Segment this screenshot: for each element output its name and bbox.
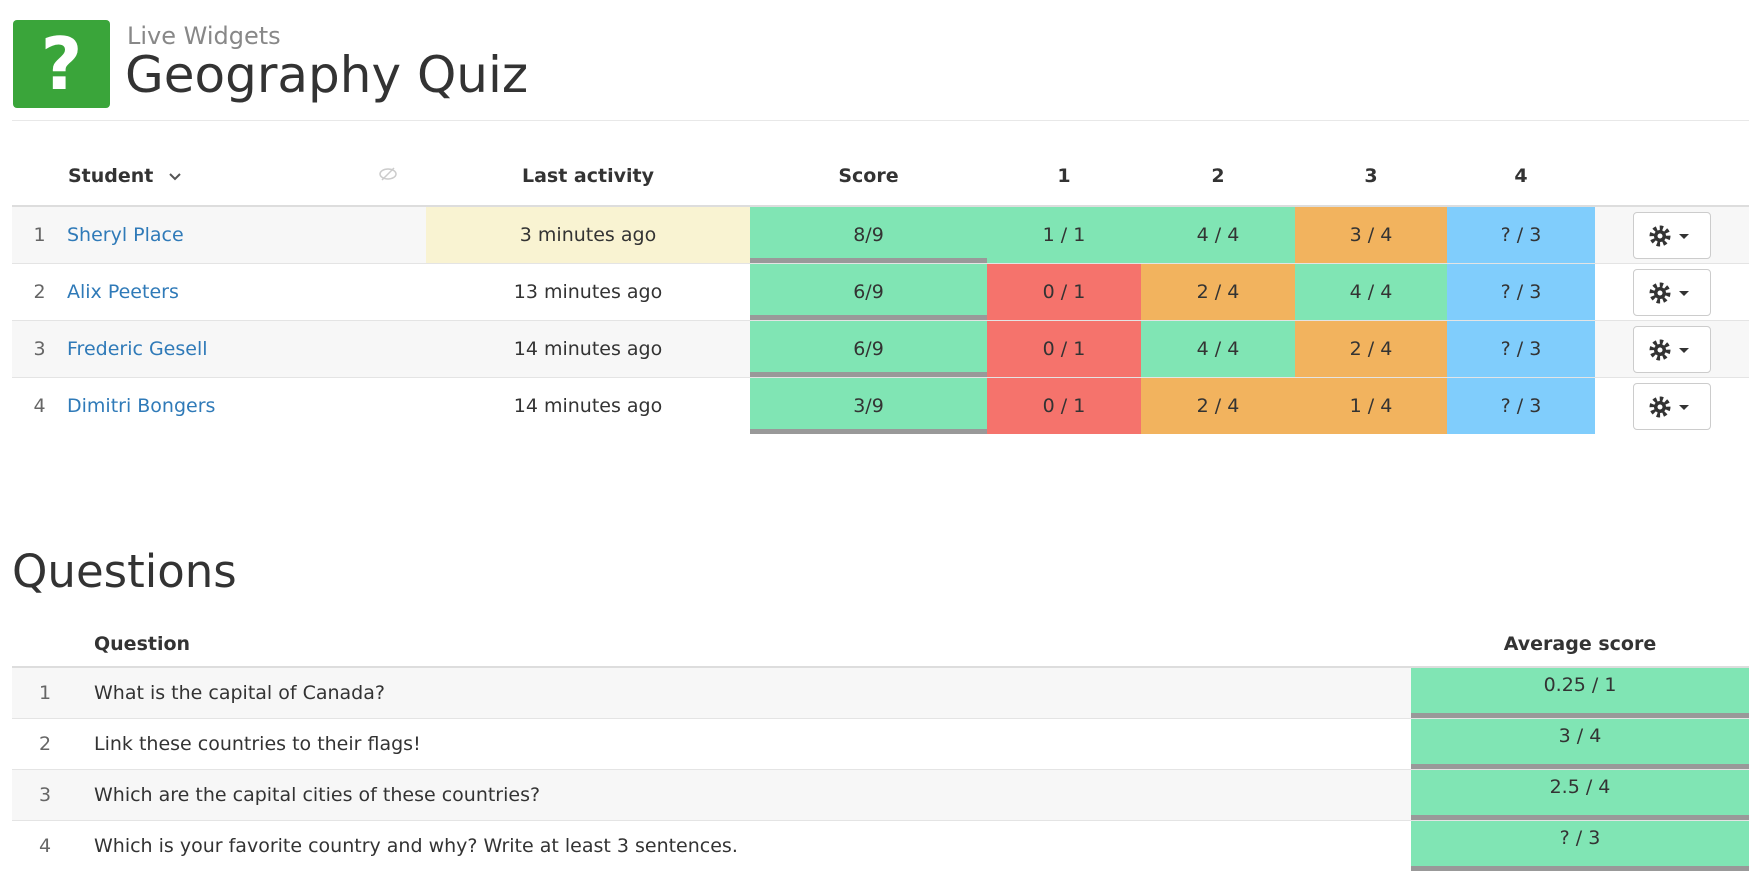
score-cell: 6/9 (750, 320, 987, 378)
student-name[interactable]: Frederic Gesell (67, 320, 426, 378)
gear-icon (1649, 339, 1689, 360)
answer-cell: 4 / 4 (1141, 320, 1295, 378)
answer-cell: 0 / 1 (987, 377, 1141, 434)
app-icon: ? (13, 20, 110, 108)
column-header[interactable]: Student (67, 146, 426, 207)
answer-cell: ? / 3 (1447, 263, 1595, 321)
row-index: 2 (12, 718, 78, 770)
column-header: Average score (1411, 622, 1749, 668)
sort-icon (169, 172, 181, 180)
actions-cell (1595, 320, 1749, 378)
column-header: 1 (987, 146, 1141, 207)
question-row: 1 What is the capital of Canada? 0.25 / 1 (12, 666, 1749, 719)
question-text: Which is your favorite country and why? … (78, 820, 1411, 871)
score-cell: 3/9 (750, 377, 987, 434)
column-label: Student (68, 164, 154, 187)
last-activity: 13 minutes ago (426, 263, 750, 321)
last-activity: 3 minutes ago (426, 205, 750, 264)
column-header: 4 (1447, 146, 1595, 207)
answer-cell: 3 / 4 (1295, 205, 1447, 264)
average-score: ? / 3 (1411, 820, 1749, 871)
gear-icon (1649, 282, 1689, 303)
answer-cell: 2 / 4 (1141, 377, 1295, 434)
students-table: Student Last activity Score 1 2 3 4 1 She… (12, 146, 1749, 434)
settings-button[interactable] (1633, 268, 1711, 316)
question-text: Link these countries to their flags! (78, 718, 1411, 770)
answer-cell: 4 / 4 (1295, 263, 1447, 321)
row-index: 4 (12, 820, 78, 871)
answer-cell: 1 / 1 (987, 205, 1141, 264)
row-index: 3 (12, 320, 67, 378)
questions-table: Question Average score 1 What is the capi… (12, 622, 1749, 871)
student-name[interactable]: Dimitri Bongers (67, 377, 426, 434)
question-text: What is the capital of Canada? (78, 666, 1411, 719)
answer-cell: 2 / 4 (1295, 320, 1447, 378)
section-title: Questions (12, 545, 237, 598)
actions-cell (1595, 263, 1749, 321)
average-score: 2.5 / 4 (1411, 769, 1749, 821)
answer-cell: ? / 3 (1447, 320, 1595, 378)
average-score: 0.25 / 1 (1411, 666, 1749, 719)
row-index: 4 (12, 377, 67, 434)
question-text: Which are the capital cities of these co… (78, 769, 1411, 821)
header-row: Student Last activity Score 1 2 3 4 (12, 146, 1749, 207)
row-index: 2 (12, 263, 67, 321)
question-row: 2 Link these countries to their flags! 3 /… (12, 718, 1749, 770)
settings-button[interactable] (1633, 325, 1711, 373)
answer-cell: 0 / 1 (987, 320, 1141, 378)
row-index: 1 (12, 666, 78, 719)
score-cell: 8/9 (750, 205, 987, 264)
settings-button[interactable] (1633, 382, 1711, 430)
column-header: Score (750, 146, 987, 207)
actions-cell (1595, 205, 1749, 264)
hide-icon[interactable] (378, 166, 398, 182)
row-index: 1 (12, 205, 67, 264)
separator (12, 120, 1749, 121)
answer-cell: 1 / 4 (1295, 377, 1447, 434)
last-activity: 14 minutes ago (426, 320, 750, 378)
average-score: 3 / 4 (1411, 718, 1749, 770)
settings-button[interactable] (1633, 211, 1711, 259)
subtitle: Live Widgets (127, 22, 281, 50)
column-header: Question (78, 622, 1411, 668)
answer-cell: ? / 3 (1447, 377, 1595, 434)
question-row: 4 Which is your favorite country and why?… (12, 820, 1749, 871)
column-header: 2 (1141, 146, 1295, 207)
answer-cell: 2 / 4 (1141, 263, 1295, 321)
gear-icon (1649, 225, 1689, 246)
question-row: 3 Which are the capital cities of these c… (12, 769, 1749, 821)
answer-cell: ? / 3 (1447, 205, 1595, 264)
actions-cell (1595, 377, 1749, 434)
student-name[interactable]: Sheryl Place (67, 205, 426, 264)
gear-icon (1649, 396, 1689, 417)
answer-cell: 4 / 4 (1141, 205, 1295, 264)
column-header: 3 (1295, 146, 1447, 207)
title: Geography Quiz (125, 46, 529, 104)
answer-cell: 0 / 1 (987, 263, 1141, 321)
score-cell: 6/9 (750, 263, 987, 321)
last-activity: 14 minutes ago (426, 377, 750, 434)
student-name[interactable]: Alix Peeters (67, 263, 426, 321)
row-index: 3 (12, 769, 78, 821)
header-row: Question Average score (12, 622, 1749, 668)
column-header: Last activity (426, 146, 750, 207)
